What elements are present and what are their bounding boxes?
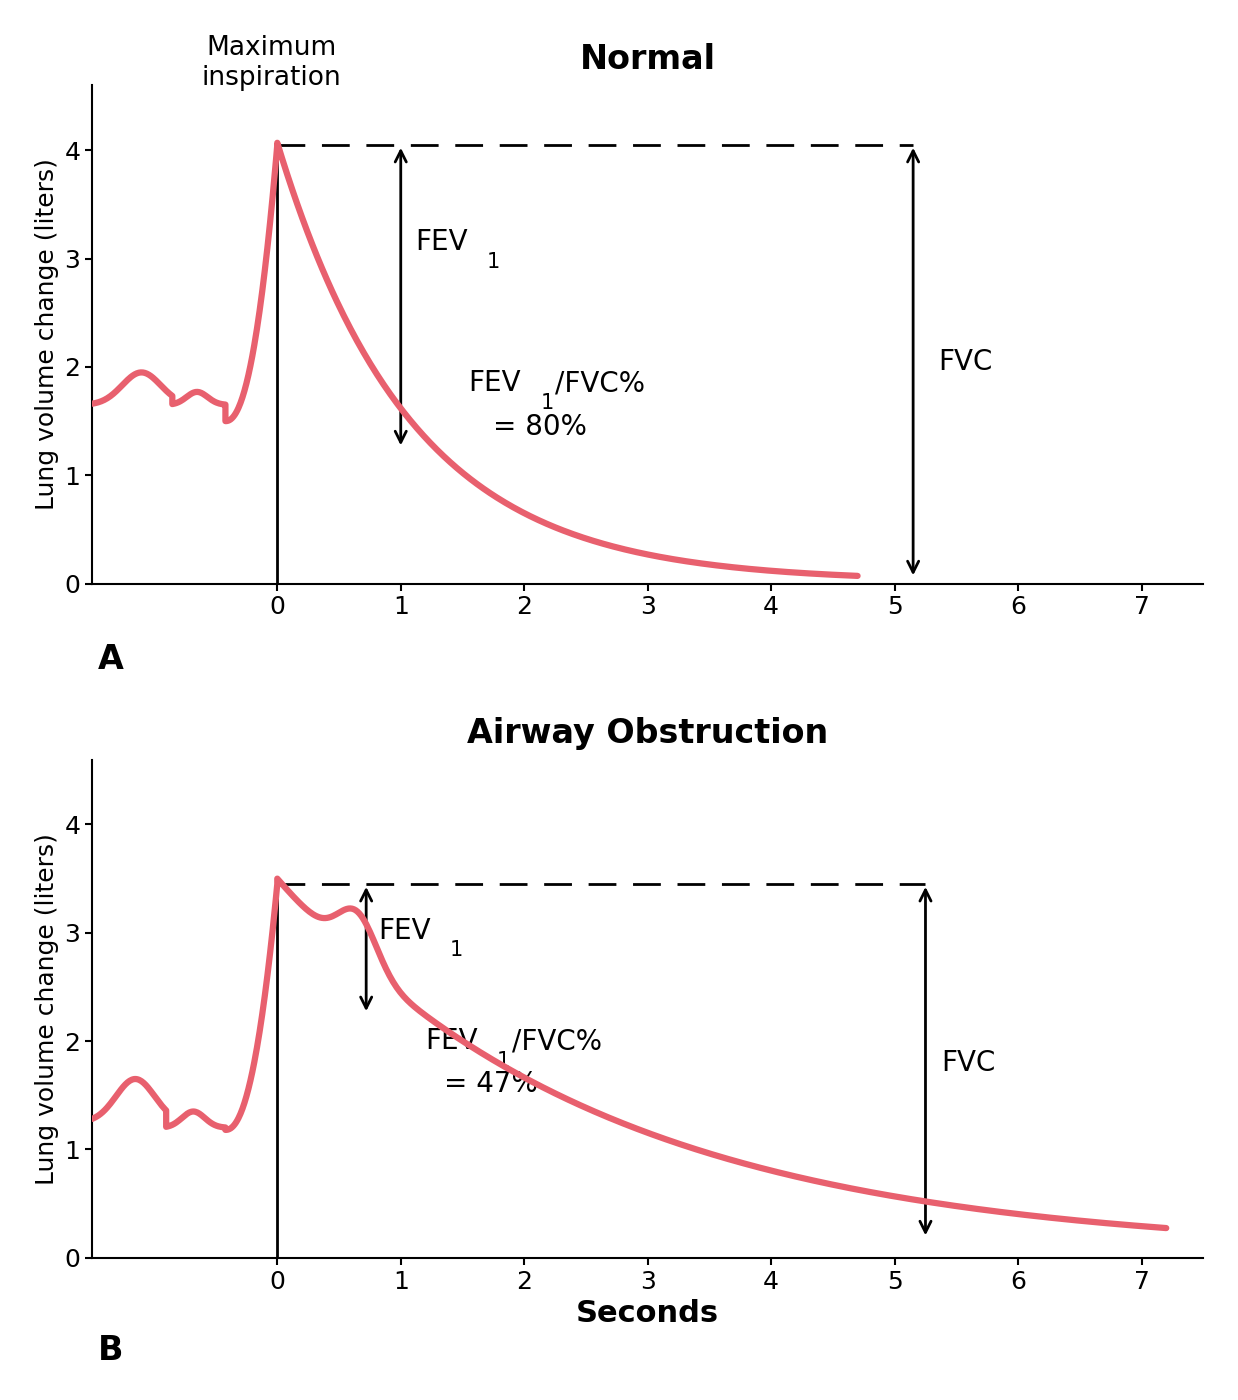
Y-axis label: Lung volume change (liters): Lung volume change (liters) xyxy=(35,833,58,1184)
Text: FVC: FVC xyxy=(938,347,992,375)
Text: = 47%: = 47% xyxy=(444,1071,537,1099)
Text: 1: 1 xyxy=(451,941,463,960)
Text: = 80%: = 80% xyxy=(494,413,587,441)
Text: FVC: FVC xyxy=(942,1049,995,1077)
Text: 1: 1 xyxy=(496,1050,510,1071)
Text: Maximum
inspiration: Maximum inspiration xyxy=(202,35,340,91)
Text: 1: 1 xyxy=(488,252,500,272)
Text: 1: 1 xyxy=(540,393,553,413)
Text: B: B xyxy=(98,1334,124,1366)
Text: FEV: FEV xyxy=(416,228,468,256)
Text: A: A xyxy=(98,643,124,676)
Y-axis label: Lung volume change (liters): Lung volume change (liters) xyxy=(35,158,58,511)
Text: FEV: FEV xyxy=(379,917,431,945)
Text: FEV: FEV xyxy=(469,370,521,398)
Title: Normal: Normal xyxy=(579,43,716,76)
X-axis label: Seconds: Seconds xyxy=(576,1299,719,1329)
Text: FEV: FEV xyxy=(426,1028,478,1056)
Title: Airway Obstruction: Airway Obstruction xyxy=(467,717,828,750)
Text: /FVC%: /FVC% xyxy=(555,370,645,398)
Text: /FVC%: /FVC% xyxy=(511,1028,602,1056)
